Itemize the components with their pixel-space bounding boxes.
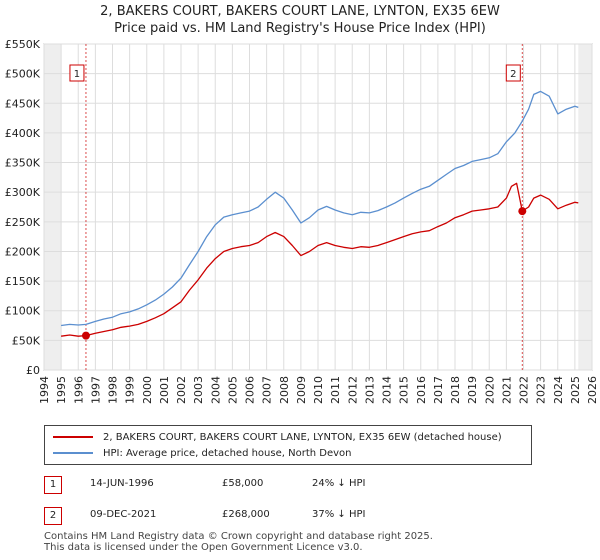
legend: 2, BAKERS COURT, BAKERS COURT LANE, LYNT… bbox=[44, 425, 532, 465]
legend-label-hpi: HPI: Average price, detached house, Nort… bbox=[103, 447, 352, 459]
x-tick-label: 2006 bbox=[244, 376, 257, 404]
y-tick-label: £400K bbox=[5, 127, 41, 140]
y-tick-label: £50K bbox=[12, 334, 41, 347]
transaction-price: £58,000 bbox=[222, 478, 264, 489]
x-tick-label: 1995 bbox=[55, 376, 68, 404]
marker-box bbox=[69, 64, 85, 82]
x-tick-label: 2022 bbox=[518, 376, 531, 404]
x-tick-label: 2021 bbox=[500, 376, 513, 404]
x-tick-label: 2010 bbox=[312, 376, 325, 404]
x-tick-label: 2025 bbox=[569, 376, 582, 404]
transaction-hpi-diff: 37% ↓ HPI bbox=[312, 509, 366, 520]
chart-title: 2, BAKERS COURT, BAKERS COURT LANE, LYNT… bbox=[100, 4, 500, 19]
hpi-line bbox=[61, 90, 579, 327]
marker-box bbox=[505, 64, 521, 82]
transaction-date: 09-DEC-2021 bbox=[90, 509, 157, 520]
y-tick-label: £350K bbox=[5, 157, 41, 170]
x-tick-label: 2013 bbox=[363, 376, 376, 404]
y-tick-label: £0 bbox=[26, 364, 40, 377]
legend-swatch-price bbox=[53, 436, 93, 438]
x-tick-label: 2015 bbox=[398, 376, 411, 404]
x-tick-label: 2026 bbox=[586, 376, 599, 404]
legend-swatch-hpi bbox=[53, 452, 93, 454]
x-tick-label: 2000 bbox=[141, 376, 154, 404]
y-tick-label: £250K bbox=[5, 216, 41, 229]
x-tick-label: 2012 bbox=[346, 376, 359, 404]
x-tick-label: 2008 bbox=[278, 376, 291, 404]
x-tick-label: 2004 bbox=[209, 376, 222, 404]
footer-line: Contains HM Land Registry data © Crown c… bbox=[44, 531, 433, 542]
legend-label-price: 2, BAKERS COURT, BAKERS COURT LANE, LYNT… bbox=[103, 431, 502, 443]
x-tick-label: 1998 bbox=[107, 376, 120, 404]
transaction-date: 14-JUN-1996 bbox=[90, 478, 154, 489]
x-tick-label: 2017 bbox=[432, 376, 445, 404]
price-paid-line bbox=[61, 182, 579, 337]
y-tick-label: £450K bbox=[5, 97, 41, 110]
marker-number: 1 bbox=[74, 69, 80, 80]
chart-subtitle: Price paid vs. HM Land Registry's House … bbox=[114, 21, 486, 36]
footer-line: This data is licensed under the Open Gov… bbox=[44, 542, 363, 553]
x-tick-label: 2024 bbox=[552, 376, 565, 404]
x-tick-label: 2005 bbox=[226, 376, 239, 404]
x-tick-label: 2023 bbox=[535, 376, 548, 404]
y-tick-label: £300K bbox=[5, 186, 41, 199]
x-tick-label: 2001 bbox=[158, 376, 171, 404]
y-tick-label: £150K bbox=[5, 275, 41, 288]
x-tick-label: 2020 bbox=[483, 376, 496, 404]
x-tick-label: 1996 bbox=[72, 376, 85, 404]
sale-point bbox=[518, 207, 527, 216]
x-tick-label: 2016 bbox=[415, 376, 428, 404]
x-tick-label: 2003 bbox=[192, 376, 205, 404]
legend-item-hpi: HPI: Average price, detached house, Nort… bbox=[53, 445, 352, 461]
x-tick-label: 2009 bbox=[295, 376, 308, 404]
x-tick-label: 1999 bbox=[124, 376, 137, 404]
transaction-badge: 2 bbox=[44, 507, 62, 525]
no-data-region-right bbox=[578, 44, 592, 370]
x-tick-label: 2002 bbox=[175, 376, 188, 404]
x-tick-label: 1997 bbox=[89, 376, 102, 404]
y-tick-label: £200K bbox=[5, 245, 41, 258]
marker-label: 1 bbox=[69, 64, 85, 82]
x-tick-label: 2014 bbox=[381, 376, 394, 404]
x-tick-label: 2019 bbox=[466, 376, 479, 404]
y-tick-label: £100K bbox=[5, 305, 41, 318]
footer: Contains HM Land Registry data © Crown c… bbox=[44, 531, 433, 553]
x-tick-label: 2007 bbox=[261, 376, 274, 404]
y-tick-label: £500K bbox=[5, 68, 41, 81]
x-tick-label: 1994 bbox=[38, 376, 51, 404]
price-chart: £0 £50K £100K £150K £200K £250K £300K £350K £400… bbox=[5, 38, 599, 404]
x-tick-label: 2018 bbox=[449, 376, 462, 404]
no-data-region-left bbox=[44, 44, 62, 370]
transaction-price: £268,000 bbox=[222, 509, 270, 520]
transaction-badge: 1 bbox=[44, 476, 62, 494]
sale-point bbox=[81, 331, 90, 340]
x-tick-label: 2011 bbox=[329, 376, 342, 404]
legend-item-price: 2, BAKERS COURT, BAKERS COURT LANE, LYNT… bbox=[53, 429, 502, 445]
transaction-hpi-diff: 24% ↓ HPI bbox=[312, 478, 366, 489]
marker-number: 2 bbox=[510, 69, 516, 80]
y-tick-label: £550K bbox=[5, 38, 41, 51]
marker-label: 2 bbox=[505, 64, 521, 82]
